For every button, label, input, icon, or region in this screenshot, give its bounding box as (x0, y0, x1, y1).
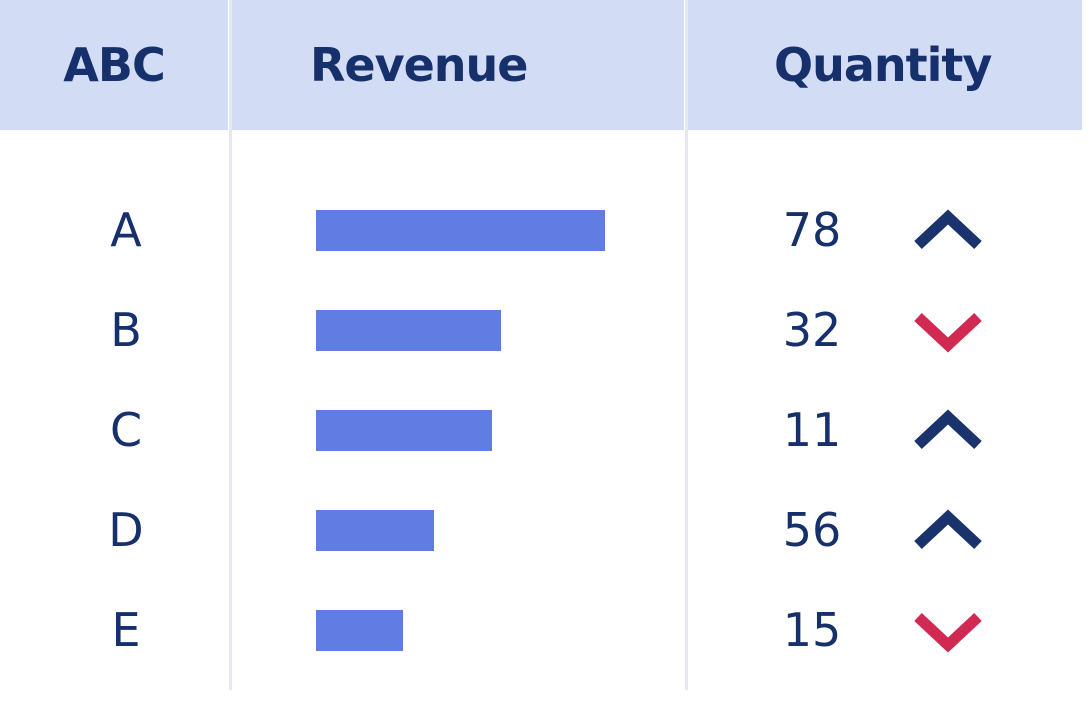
chevron-down-icon (914, 312, 982, 353)
quantity-value: 56 (782, 503, 842, 557)
revenue-bar (316, 610, 403, 651)
row-label: D (108, 503, 144, 557)
row-label: B (110, 303, 142, 357)
chevron-up-icon (914, 209, 982, 250)
table-row: D 56 (0, 480, 1088, 580)
table-row: E 15 (0, 580, 1088, 680)
chevron-up-icon (914, 409, 982, 450)
chevron-down-icon (914, 612, 982, 653)
quantity-value: 78 (782, 203, 842, 257)
column-header-quantity: Quantity (688, 0, 1082, 130)
quantity-value: 11 (782, 403, 842, 457)
table-row: B 32 (0, 280, 1088, 380)
row-label: A (110, 203, 142, 257)
revenue-bar (316, 310, 501, 351)
revenue-bar (316, 510, 434, 551)
column-divider (229, 0, 232, 690)
column-divider (685, 0, 688, 690)
revenue-bar (316, 410, 492, 451)
column-header-revenue: Revenue (232, 0, 684, 130)
table-row: A 78 (0, 180, 1088, 280)
revenue-bar (316, 210, 605, 251)
table-row: C 11 (0, 380, 1088, 480)
quantity-value: 15 (782, 603, 842, 657)
column-header-abc: ABC (0, 0, 228, 130)
chevron-up-icon (914, 509, 982, 550)
quantity-value: 32 (782, 303, 842, 357)
row-label: C (109, 403, 143, 457)
row-label: E (111, 603, 141, 657)
